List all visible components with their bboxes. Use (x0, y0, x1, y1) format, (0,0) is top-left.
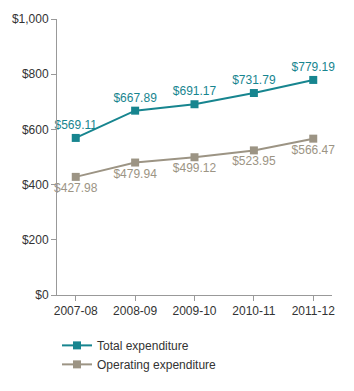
svg-text:$667.89: $667.89 (113, 91, 157, 105)
svg-text:$479.94: $479.94 (113, 167, 157, 181)
svg-text:$779.19: $779.19 (292, 60, 336, 74)
svg-text:$1,000: $1,000 (12, 12, 49, 26)
svg-text:2011-12: 2011-12 (292, 304, 335, 318)
svg-text:$0: $0 (35, 288, 49, 302)
svg-text:$600: $600 (22, 123, 49, 137)
svg-text:2008-09: 2008-09 (113, 304, 157, 318)
svg-text:$499.12: $499.12 (173, 161, 217, 175)
svg-text:$691.17: $691.17 (173, 84, 217, 98)
svg-text:$427.98: $427.98 (54, 181, 98, 195)
svg-text:$800: $800 (22, 67, 49, 81)
svg-text:$523.95: $523.95 (232, 154, 276, 168)
svg-text:Total expenditure: Total expenditure (97, 339, 189, 353)
svg-text:$731.79: $731.79 (232, 73, 276, 87)
svg-text:$400: $400 (22, 178, 49, 192)
svg-text:$569.11: $569.11 (55, 118, 98, 132)
svg-text:2009-10: 2009-10 (172, 304, 216, 318)
svg-text:$566.47: $566.47 (292, 143, 336, 157)
svg-text:Operating expenditure: Operating expenditure (97, 358, 216, 372)
svg-text:$200: $200 (22, 233, 49, 247)
svg-text:2010-11: 2010-11 (232, 304, 275, 318)
svg-text:2007-08: 2007-08 (54, 304, 98, 318)
